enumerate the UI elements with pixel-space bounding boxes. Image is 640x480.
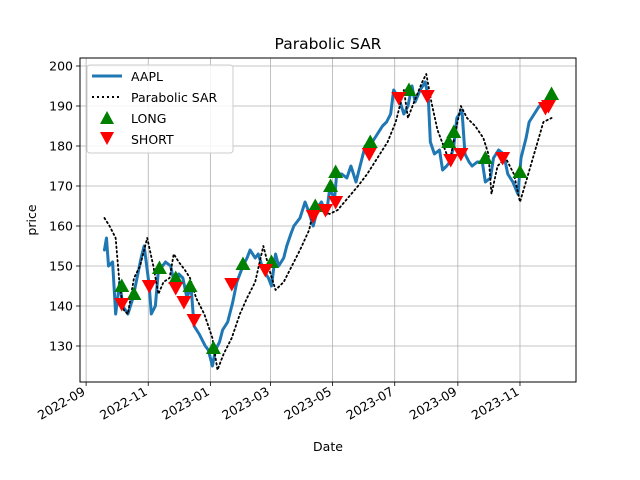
short-marker — [317, 204, 333, 218]
plot-frame — [79, 57, 577, 383]
short-marker — [141, 280, 157, 294]
x-axis-label: Date — [313, 439, 343, 454]
long-marker — [477, 150, 493, 164]
y-tick-label: 160 — [49, 219, 73, 234]
y-tick-label: 190 — [49, 99, 73, 114]
legend-label-sar: Parabolic SAR — [131, 90, 218, 105]
legend-swatch-short — [100, 132, 114, 145]
y-tick-label: 130 — [49, 339, 73, 354]
chart-title: Parabolic SAR — [275, 35, 382, 53]
y-tick-label: 200 — [49, 59, 73, 74]
short-marker — [495, 152, 511, 166]
legend-swatch-long — [100, 111, 114, 124]
short-marker — [168, 282, 184, 296]
short-marker — [541, 100, 556, 114]
short-marker — [186, 314, 202, 328]
short-marker — [305, 210, 321, 224]
short-marker — [391, 92, 407, 106]
y-axis-label: price — [24, 204, 39, 235]
y-tick-label: 180 — [49, 139, 73, 154]
long-marker — [362, 134, 378, 148]
long-marker — [126, 286, 142, 300]
long-marker — [512, 164, 528, 178]
y-tick-label: 150 — [49, 259, 73, 274]
long-marker — [446, 124, 462, 138]
legend: AAPL Parabolic SAR LONG SHORT — [86, 64, 234, 154]
legend-label-long: LONG — [131, 111, 166, 126]
long-marker — [235, 256, 251, 270]
legend-label-short: SHORT — [131, 132, 174, 147]
markers-layer — [114, 82, 560, 354]
long-marker — [441, 134, 457, 148]
short-marker — [257, 264, 273, 278]
legend-box — [86, 64, 234, 154]
long-marker — [323, 178, 339, 192]
long-marker — [151, 260, 167, 274]
y-tick-label: 140 — [49, 299, 73, 314]
short-marker — [114, 298, 130, 312]
short-marker — [419, 90, 435, 104]
long-marker — [205, 340, 221, 354]
long-marker — [182, 278, 198, 292]
short-marker — [224, 278, 240, 292]
short-marker — [328, 196, 344, 210]
long-marker — [114, 278, 130, 292]
long-marker — [328, 164, 344, 178]
short-marker — [361, 148, 377, 162]
y-axis: 130 140 150 160 170 180 190 200 — [49, 59, 80, 354]
short-marker — [443, 154, 459, 168]
legend-label-aapl: AAPL — [131, 69, 163, 84]
y-tick-label: 170 — [49, 179, 73, 194]
short-marker — [176, 296, 192, 310]
long-marker — [307, 198, 323, 212]
short-marker — [453, 148, 469, 162]
long-marker — [168, 270, 184, 284]
long-marker — [544, 86, 560, 100]
